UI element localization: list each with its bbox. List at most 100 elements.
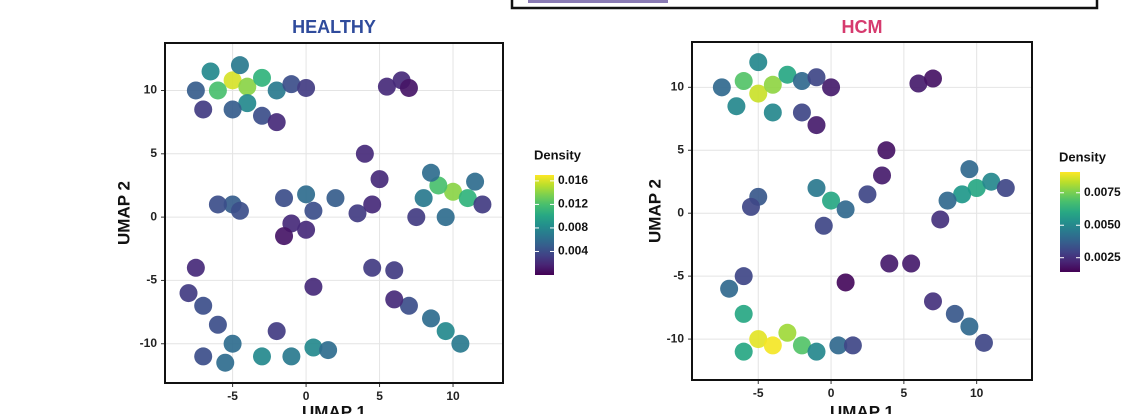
density-point	[304, 338, 323, 357]
cropped-panel-strip	[528, 0, 668, 3]
density-point	[436, 322, 455, 341]
density-point	[953, 185, 972, 204]
density-point	[194, 296, 213, 315]
density-point	[974, 333, 993, 352]
density-point	[814, 216, 833, 235]
panel: -5 0 5 10 -10 -5 0 5 10 HCM UMAP 1 UMAP 2 Density 0.0…	[645, 17, 1121, 414]
cropped-panel-frame	[510, 0, 1099, 10]
density-point	[858, 185, 877, 204]
density-point	[822, 191, 841, 210]
density-point	[363, 258, 382, 277]
density-point	[421, 309, 440, 328]
chart-title: HEALTHY	[292, 17, 376, 37]
density-point	[734, 304, 753, 323]
density-point	[297, 185, 316, 204]
density-point	[216, 353, 235, 372]
density-point	[473, 195, 492, 214]
density-point	[749, 330, 768, 349]
density-point	[792, 336, 811, 355]
density-point	[348, 204, 367, 223]
density-point	[960, 160, 979, 179]
density-point	[267, 322, 286, 341]
density-point	[967, 179, 986, 198]
density-point	[458, 189, 477, 208]
density-point	[734, 342, 753, 361]
density-point	[836, 200, 855, 219]
density-point	[275, 227, 294, 246]
density-point	[363, 195, 382, 214]
density-point	[252, 68, 271, 87]
density-point	[960, 317, 979, 336]
density-point	[822, 78, 841, 97]
x-tick-label: 0	[828, 386, 835, 400]
density-point	[727, 97, 746, 116]
density-point	[749, 53, 768, 72]
x-tick-label: 10	[970, 386, 984, 400]
density-point	[282, 347, 301, 366]
plot-frame	[691, 41, 1033, 381]
density-point	[194, 347, 213, 366]
density-point	[208, 81, 227, 100]
density-point	[436, 208, 455, 227]
density-point	[223, 71, 242, 90]
density-point	[275, 189, 294, 208]
density-point	[938, 191, 957, 210]
density-point	[792, 72, 811, 91]
density-point	[807, 179, 826, 198]
density-point	[466, 172, 485, 191]
density-point	[734, 267, 753, 286]
density-point	[421, 163, 440, 182]
y-axis-label: UMAP 2	[645, 179, 664, 243]
y-tick-label: 0	[150, 209, 157, 223]
density-point	[763, 336, 782, 355]
density-point	[902, 254, 921, 273]
density-point	[304, 277, 323, 296]
density-point	[230, 201, 249, 220]
density-point	[377, 77, 396, 96]
density-point	[385, 290, 404, 309]
density-point	[282, 75, 301, 94]
density-point	[208, 315, 227, 334]
density-point	[880, 254, 899, 273]
density-point	[208, 195, 227, 214]
x-tick-label: 0	[303, 389, 310, 403]
y-axis-label: UMAP 2	[114, 181, 133, 245]
density-point	[741, 197, 760, 216]
density-point	[931, 210, 950, 229]
colorbar-tick-label: 0.008	[558, 220, 588, 234]
density-point	[223, 334, 242, 353]
density-point	[923, 69, 942, 88]
density-point	[763, 75, 782, 94]
density-point	[179, 284, 198, 303]
density-point	[252, 347, 271, 366]
x-axis-label: UMAP 1	[830, 402, 894, 414]
x-tick-label: -5	[227, 389, 238, 403]
y-tick-label: 10	[671, 79, 685, 93]
density-point	[877, 141, 896, 160]
density-point	[945, 304, 964, 323]
density-point	[807, 68, 826, 87]
density-point	[267, 113, 286, 132]
density-point	[734, 72, 753, 91]
density-point	[304, 201, 323, 220]
density-point	[414, 189, 433, 208]
density-point	[186, 81, 205, 100]
density-point	[385, 261, 404, 280]
colorbar	[1060, 172, 1080, 272]
density-point	[297, 78, 316, 97]
colorbar-tick-label: 0.016	[558, 173, 588, 187]
density-point	[778, 323, 797, 342]
density-point	[297, 220, 316, 239]
density-point	[996, 179, 1015, 198]
density-point	[829, 336, 848, 355]
density-point	[807, 116, 826, 135]
density-point	[194, 100, 213, 119]
density-point	[267, 81, 286, 100]
x-tick-label: 5	[901, 386, 908, 400]
y-tick-label: -10	[140, 336, 158, 350]
density-point	[982, 172, 1001, 191]
density-point	[201, 62, 220, 81]
y-tick-label: -10	[667, 331, 685, 345]
density-point	[399, 78, 418, 97]
density-point	[186, 258, 205, 277]
